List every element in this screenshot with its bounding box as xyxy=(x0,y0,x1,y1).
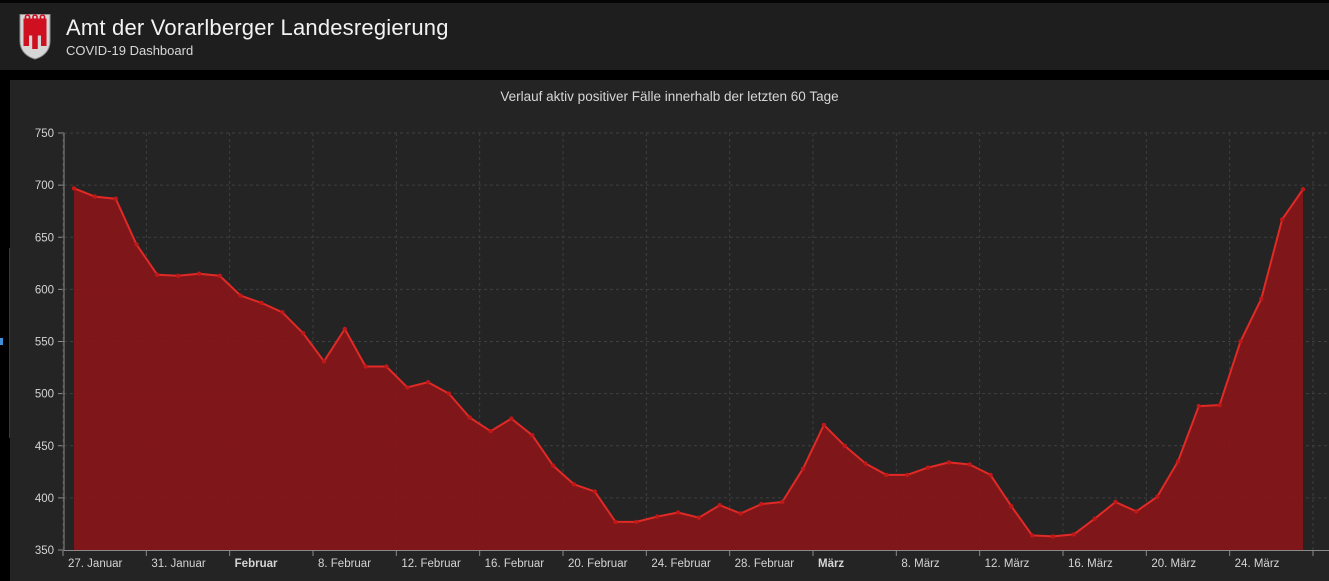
y-axis-label: 500 xyxy=(35,389,54,401)
app-title: Amt der Vorarlberger Landesregierung xyxy=(66,15,449,41)
y-axis-label: 750 xyxy=(35,128,54,140)
app-header: Amt der Vorarlberger Landesregierung COV… xyxy=(0,0,1329,70)
x-axis-label: Februar xyxy=(235,558,278,570)
x-axis-label: 20. März xyxy=(1151,558,1196,570)
x-axis-label: 28. Februar xyxy=(735,558,795,570)
y-axis-label: 400 xyxy=(35,493,54,505)
x-axis-label: 31. Januar xyxy=(151,558,206,570)
chart-title: Verlauf aktiv positiver Fälle innerhalb … xyxy=(500,89,839,104)
x-axis-label: 12. Februar xyxy=(401,558,461,570)
x-axis-label: 12. März xyxy=(985,558,1030,570)
x-axis-label: 24. März xyxy=(1235,558,1280,570)
x-axis-label: 27. Januar xyxy=(68,558,123,570)
x-axis-label: 8. Februar xyxy=(318,558,371,570)
vorarlberg-coat-of-arms-icon xyxy=(18,13,52,60)
x-axis-label: 16. März xyxy=(1068,558,1113,570)
active-cases-chart-panel: Verlauf aktiv positiver Fälle innerhalb … xyxy=(10,80,1329,581)
x-axis-label: 20. Februar xyxy=(568,558,628,570)
y-axis-label: 450 xyxy=(35,441,54,453)
x-axis-label: 24. Februar xyxy=(651,558,711,570)
expand-panel-handle[interactable] xyxy=(0,338,3,345)
panel-edge-divider xyxy=(9,248,10,438)
x-axis-label: 8. März xyxy=(901,558,940,570)
app-subtitle: COVID-19 Dashboard xyxy=(66,42,194,58)
y-axis-label: 600 xyxy=(35,284,54,296)
active-cases-area-chart[interactable]: 27. Januar 31. Januar Februar 8. Februar 12.… xyxy=(10,80,1329,581)
x-axis-label: 16. Februar xyxy=(485,558,545,570)
y-axis-label: 550 xyxy=(35,337,54,349)
x-axis-label: März xyxy=(818,558,844,570)
y-axis-label: 700 xyxy=(35,180,54,192)
y-axis-label: 650 xyxy=(35,232,54,244)
y-axis-label: 350 xyxy=(35,545,54,557)
